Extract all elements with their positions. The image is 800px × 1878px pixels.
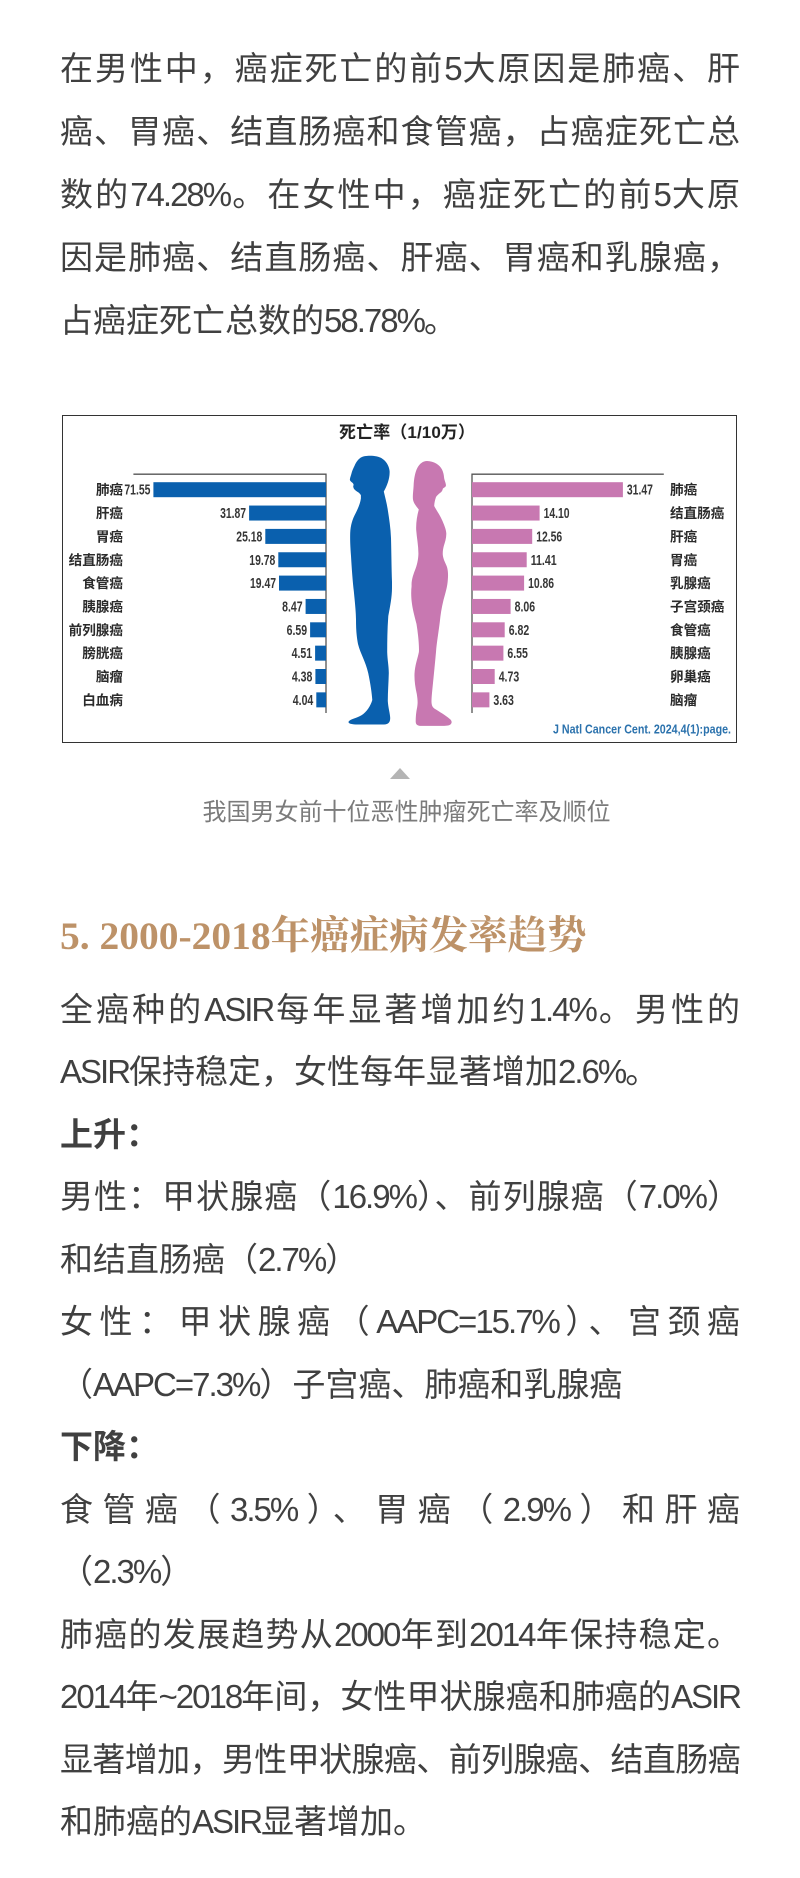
svg-text:4.38: 4.38 — [292, 670, 313, 686]
svg-text:10.86: 10.86 — [528, 576, 554, 592]
svg-text:12.56: 12.56 — [536, 529, 562, 545]
svg-text:胃癌: 胃癌 — [670, 552, 698, 568]
svg-text:结直肠癌: 结直肠癌 — [670, 505, 725, 521]
svg-text:8.06: 8.06 — [515, 599, 536, 615]
svg-text:子宫颈癌: 子宫颈癌 — [670, 598, 725, 614]
svg-text:食管癌: 食管癌 — [670, 622, 711, 638]
svg-text:胰腺癌: 胰腺癌 — [82, 598, 123, 614]
svg-text:14.10: 14.10 — [544, 506, 570, 522]
svg-text:前列腺癌: 前列腺癌 — [69, 622, 124, 638]
svg-text:11.41: 11.41 — [531, 553, 557, 569]
svg-text:胃癌: 胃癌 — [96, 528, 124, 544]
svg-text:4.51: 4.51 — [292, 646, 313, 662]
svg-text:19.78: 19.78 — [249, 553, 275, 569]
svg-text:结直肠癌: 结直肠癌 — [69, 552, 124, 568]
svg-text:4.04: 4.04 — [293, 693, 314, 709]
svg-text:J Natl Cancer Cent. 2024,4(1):: J Natl Cancer Cent. 2024,4(1):page. — [553, 722, 731, 737]
svg-text:乳腺癌: 乳腺癌 — [670, 575, 711, 591]
svg-text:肝癌: 肝癌 — [670, 528, 698, 544]
svg-text:4.73: 4.73 — [499, 670, 520, 686]
svg-text:71.55: 71.55 — [124, 483, 150, 499]
svg-text:19.47: 19.47 — [250, 576, 276, 592]
svg-text:31.87: 31.87 — [220, 506, 246, 522]
svg-text:胰腺癌: 胰腺癌 — [670, 645, 711, 661]
svg-text:卵巢癌: 卵巢癌 — [670, 669, 711, 685]
svg-text:死亡率（1/10万）: 死亡率（1/10万） — [339, 422, 475, 442]
svg-text:31.47: 31.47 — [627, 483, 653, 499]
svg-text:6.55: 6.55 — [507, 646, 528, 662]
svg-text:3.63: 3.63 — [493, 693, 514, 709]
svg-text:肺癌: 肺癌 — [670, 482, 698, 498]
svg-text:白血病: 白血病 — [82, 692, 123, 708]
svg-text:脑瘤: 脑瘤 — [670, 692, 698, 708]
svg-text:6.59: 6.59 — [287, 623, 308, 639]
svg-text:25.18: 25.18 — [236, 529, 262, 545]
svg-text:8.47: 8.47 — [282, 599, 303, 615]
svg-text:食管癌: 食管癌 — [82, 575, 123, 591]
svg-text:肺癌: 肺癌 — [96, 482, 124, 498]
svg-text:膀胱癌: 膀胱癌 — [82, 645, 123, 661]
svg-text:脑瘤: 脑瘤 — [96, 669, 124, 685]
svg-text:肝癌: 肝癌 — [96, 505, 124, 521]
svg-text:6.82: 6.82 — [509, 623, 530, 639]
